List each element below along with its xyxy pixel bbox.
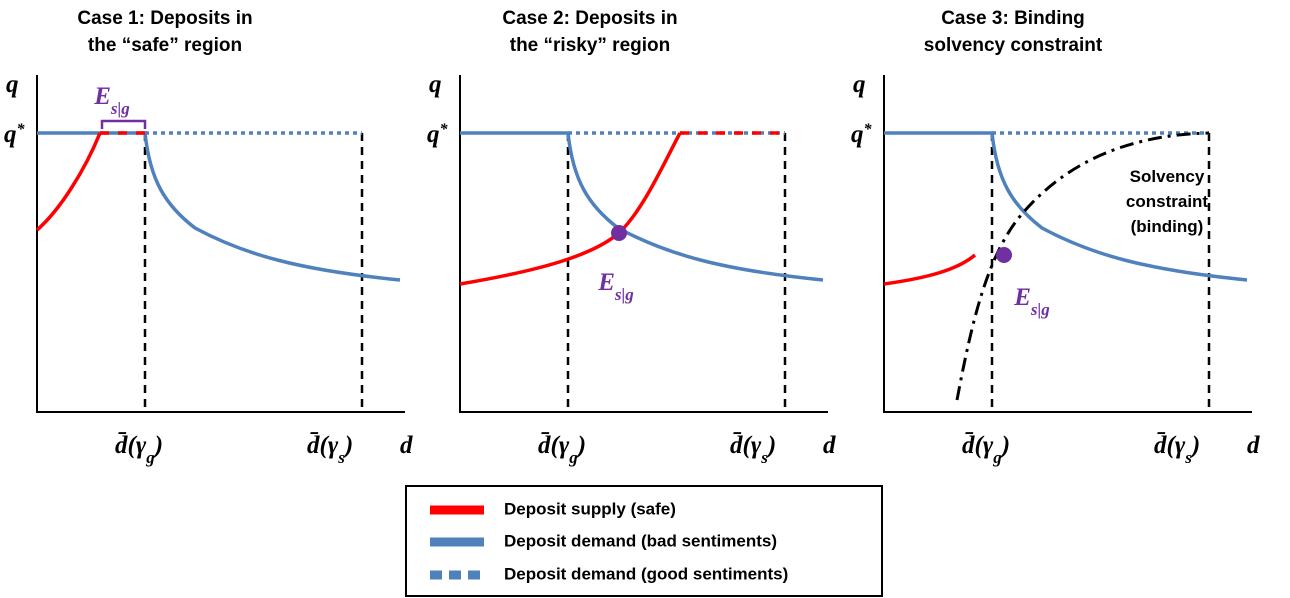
marker-line xyxy=(566,133,787,412)
panel: Es|gSolvencyconstraint(binding)qq*dd̄(γg… xyxy=(851,71,1260,467)
x-marker-label-part: ) xyxy=(343,432,353,459)
x-marker-label-part: s xyxy=(337,448,345,467)
y-axis-label: q xyxy=(853,71,866,98)
supply xyxy=(883,253,977,286)
panel-title: the “risky” region xyxy=(510,35,671,56)
q-star-label: q* xyxy=(427,121,449,149)
panel-title: the “safe” region xyxy=(88,35,242,56)
x-marker-label: d̄(γg) xyxy=(538,432,586,467)
x-marker-label-part: (γ xyxy=(320,432,339,459)
x-marker-label-part: ) xyxy=(1190,432,1200,459)
axis xyxy=(36,75,405,413)
q-star-label-part: * xyxy=(440,121,449,138)
marker-line xyxy=(143,133,364,412)
q-star-label-part: * xyxy=(17,121,26,138)
x-marker-label-part: (γ xyxy=(128,432,147,459)
panel-title: Case 3: Binding xyxy=(941,8,1085,29)
q-star-label-part: q xyxy=(4,121,17,148)
x-marker-label-part: d̄ xyxy=(538,432,551,459)
demand-bad xyxy=(37,131,401,282)
x-marker-label-part: (γ xyxy=(1167,432,1186,459)
supply xyxy=(35,132,102,232)
x-marker-label-part: g xyxy=(145,448,155,467)
x-axis-label: d xyxy=(823,432,836,459)
legend-label: Deposit supply (safe) xyxy=(504,499,676,518)
equilibrium-dot xyxy=(996,247,1012,263)
legend-box xyxy=(405,485,883,597)
x-marker-label-part: (γ xyxy=(975,432,994,459)
panel: Es|gqq*dd̄(γg) d̄(γs) xyxy=(4,71,413,467)
x-marker-label-part: d̄ xyxy=(307,432,320,459)
y-axis-label: q xyxy=(429,71,442,98)
x-marker-label-part: g xyxy=(568,448,578,467)
x-axis-label: d xyxy=(400,432,413,459)
legend-label: Deposit demand (good sentiments) xyxy=(504,564,788,583)
equilibrium-label-part: E xyxy=(597,269,615,296)
panel: Es|gqq*dd̄(γg) d̄(γs) xyxy=(427,71,836,467)
equilibrium-dot xyxy=(611,225,627,241)
x-marker-label-part: d̄ xyxy=(962,432,975,459)
equilibrium-label-part: s|g xyxy=(614,285,634,304)
x-marker-label-part: g xyxy=(992,448,1002,467)
x-marker-label: d̄(γg) xyxy=(962,432,1010,467)
x-marker-label-part: (γ xyxy=(743,432,762,459)
equilibrium-label: Es|g xyxy=(597,269,634,304)
marker-line xyxy=(990,133,1211,412)
x-marker-label-part: d̄ xyxy=(730,432,743,459)
bracket xyxy=(100,119,147,129)
x-marker-label: d̄(γs) xyxy=(1154,432,1200,467)
equilibrium-label: Es|g xyxy=(1013,284,1050,319)
q-star-label-part: q xyxy=(851,121,864,148)
y-axis-label: q xyxy=(6,71,19,98)
x-marker-label: d̄(γs) xyxy=(730,432,776,467)
annotation: Solvency xyxy=(1130,167,1205,186)
x-marker-label: d̄(γs) xyxy=(307,432,353,467)
x-marker-label-part: ) xyxy=(576,432,586,459)
demand-bad xyxy=(884,131,1248,282)
x-marker-label-part: s xyxy=(1184,448,1192,467)
legend-label: Deposit demand (bad sentiments) xyxy=(504,531,777,550)
x-marker-label-part: d̄ xyxy=(1154,432,1167,459)
x-marker-label-part: ) xyxy=(766,432,776,459)
x-marker-label-part: (γ xyxy=(551,432,570,459)
q-star-label: q* xyxy=(851,121,873,149)
x-marker-label-part: ) xyxy=(1000,432,1010,459)
axis xyxy=(459,75,828,413)
q-star-label-part: * xyxy=(864,121,873,138)
x-marker-label-part: ) xyxy=(153,432,163,459)
axis xyxy=(883,75,1252,413)
legend: Deposit supply (safe) Deposit demand (ba… xyxy=(405,485,883,597)
q-star-label: q* xyxy=(4,121,26,149)
equilibrium-label-part: E xyxy=(93,83,111,110)
equilibrium-label-part: E xyxy=(1013,284,1031,311)
x-axis-label: d xyxy=(1247,432,1260,459)
x-marker-label-part: s xyxy=(760,448,768,467)
annotation: constraint xyxy=(1126,192,1209,211)
equilibrium-label-part: s|g xyxy=(110,99,130,118)
annotation: (binding) xyxy=(1131,217,1204,236)
panel-title: Case 1: Deposits in xyxy=(77,8,252,29)
x-marker-label: d̄(γg) xyxy=(115,432,163,467)
q-star-label-part: q xyxy=(427,121,440,148)
equilibrium-label-part: s|g xyxy=(1030,300,1050,319)
panels: Case 1: Deposits in the “safe” region Es|g… xyxy=(4,8,1260,467)
equilibrium-label: Es|g xyxy=(93,83,130,118)
x-marker-label-part: d̄ xyxy=(115,432,128,459)
panel-title: Case 2: Deposits in xyxy=(502,8,677,29)
panel-title: solvency constraint xyxy=(924,35,1103,56)
